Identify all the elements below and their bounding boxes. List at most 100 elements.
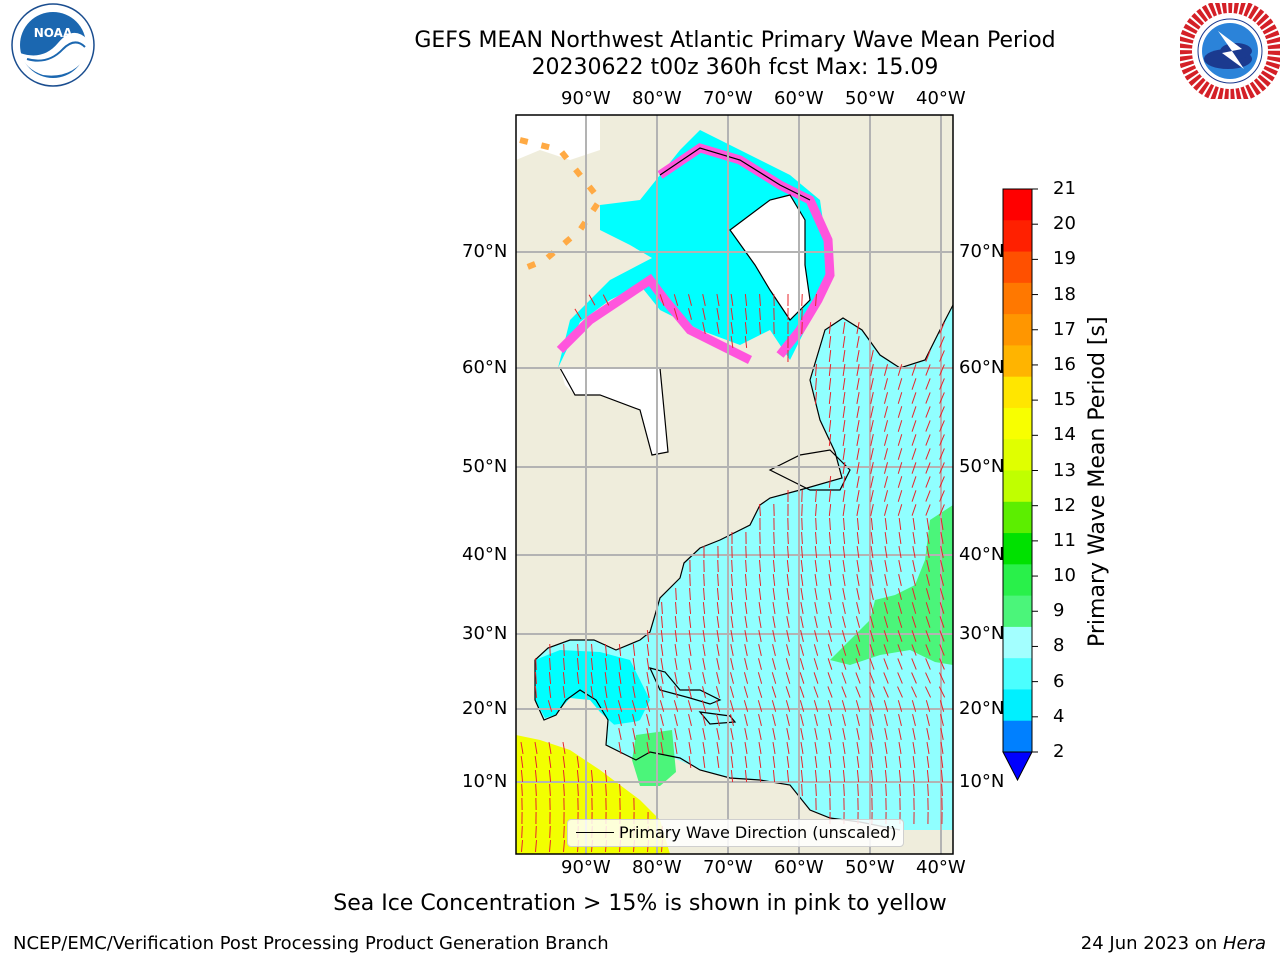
colorbar-tick-label: 8: [1053, 635, 1065, 657]
colorbar-tick-label: 11: [1053, 529, 1076, 551]
wave-direction-arrow: [856, 448, 860, 460]
wave-direction-arrow: [729, 686, 735, 698]
wave-direction-arrow: [939, 644, 945, 656]
wave-direction-arrow: [688, 615, 692, 629]
wave-direction-arrow: [562, 769, 566, 783]
wave-direction-arrow: [744, 601, 748, 615]
colorbar-tick-label: 13: [1053, 459, 1076, 481]
colorbar-tick-label: 19: [1053, 248, 1076, 270]
wave-direction-arrow: [856, 531, 860, 545]
wave-direction-arrow: [815, 517, 817, 531]
wave-direction-arrow: [772, 742, 776, 754]
wave-direction-arrow: [911, 420, 917, 432]
wave-direction-arrow: [772, 601, 776, 615]
wave-direction-arrow: [772, 559, 776, 573]
wave-direction-arrow: [771, 658, 777, 670]
wave-direction-arrow: [884, 545, 888, 559]
wave-direction-arrow: [702, 629, 706, 643]
wave-direction-arrow: [758, 755, 762, 769]
wave-direction-arrow: [856, 574, 860, 586]
wave-direction-arrow: [815, 391, 817, 405]
wave-direction-arrow: [702, 644, 706, 656]
wave-direction-arrow: [869, 658, 875, 670]
wave-direction-arrow: [604, 657, 608, 671]
wave-direction-arrow: [813, 686, 819, 698]
colorbar-segment: [1003, 720, 1032, 753]
wave-direction-arrow: [520, 769, 524, 783]
wave-direction-arrow: [799, 672, 805, 684]
wave-direction-arrow: [674, 629, 678, 643]
wave-direction-arrow: [897, 364, 903, 376]
map-legend: Primary Wave Direction (unscaled): [567, 819, 904, 847]
wave-direction-arrow: [534, 769, 538, 783]
wave-direction-arrow: [618, 671, 622, 685]
wave-direction-arrow: [925, 616, 931, 628]
wave-direction-arrow: [660, 742, 664, 754]
colorbar-tick-label: 12: [1053, 494, 1076, 516]
wave-direction-arrow: [786, 630, 790, 642]
wave-direction-arrow: [925, 630, 931, 642]
wave-direction-arrow: [911, 588, 917, 600]
wave-direction-arrow: [800, 573, 804, 587]
wave-direction-arrow: [730, 615, 734, 629]
wave-direction-arrow: [660, 643, 664, 657]
wave-direction-arrow: [800, 755, 804, 769]
wave-direction-arrow: [674, 742, 678, 754]
wave-direction-arrow: [534, 755, 538, 769]
wave-direction-arrow: [939, 448, 945, 460]
wave-direction-arrow: [646, 657, 650, 671]
wave-direction-arrow: [743, 672, 749, 684]
wave-direction-arrow: [815, 363, 817, 377]
colorbar-segment: [1003, 345, 1032, 378]
wave-direction-arrow: [857, 783, 859, 797]
wave-direction-arrow: [757, 686, 763, 698]
wave-direction-arrow: [884, 742, 888, 754]
wave-direction-arrow: [939, 322, 945, 334]
wave-direction-arrow: [800, 714, 804, 726]
wave-direction-arrow: [828, 377, 832, 391]
wave-direction-arrow: [856, 490, 860, 502]
wave-direction-arrow: [883, 476, 889, 488]
wave-direction-arrow: [702, 308, 706, 320]
wave-direction-arrow: [646, 643, 650, 657]
wave-direction-arrow: [618, 686, 622, 698]
wave-direction-arrow: [813, 644, 819, 656]
wave-direction-arrow: [758, 601, 762, 615]
wave-direction-arrow: [828, 405, 832, 419]
wave-direction-arrow: [940, 546, 944, 558]
wave-direction-arrow: [716, 742, 720, 754]
wave-direction-arrow: [688, 629, 692, 643]
wave-direction-arrow: [828, 616, 832, 628]
wave-direction-arrow: [745, 545, 747, 559]
wave-direction-arrow: [940, 560, 944, 572]
wave-direction-arrow: [925, 644, 931, 656]
wave-direction-arrow: [549, 643, 551, 657]
wave-direction-arrow: [856, 336, 860, 348]
lat-label-right-30n: 30°N: [959, 623, 1005, 644]
wave-direction-arrow: [674, 728, 678, 740]
wave-direction-arrow: [842, 433, 846, 447]
wave-direction-arrow: [618, 742, 622, 754]
lat-label-right-20n: 20°N: [959, 698, 1005, 719]
wave-direction-arrow: [842, 461, 846, 475]
wave-direction-arrow: [645, 700, 651, 712]
wave-direction-arrow: [521, 783, 523, 797]
lon-label-top-80w: 80°W: [632, 88, 682, 109]
wave-direction-arrow: [800, 616, 804, 628]
wave-direction-arrow: [939, 602, 945, 614]
wave-direction-arrow: [618, 714, 622, 726]
wave-direction-arrow: [786, 602, 790, 614]
wave-direction-arrow: [939, 434, 945, 446]
wave-direction-arrow: [702, 672, 706, 684]
wave-direction-arrow: [716, 322, 720, 334]
wave-direction-arrow: [870, 517, 874, 531]
wave-direction-arrow: [828, 531, 832, 545]
wave-direction-arrow: [856, 714, 860, 726]
wave-direction-arrow: [743, 700, 749, 712]
wave-direction-arrow: [869, 700, 875, 712]
wave-direction-arrow: [856, 322, 860, 334]
wave-direction-arrow: [870, 545, 874, 559]
wave-direction-arrow: [603, 700, 609, 712]
colorbar-extend-triangle: [1002, 751, 1033, 782]
wave-direction-arrow: [869, 644, 875, 656]
